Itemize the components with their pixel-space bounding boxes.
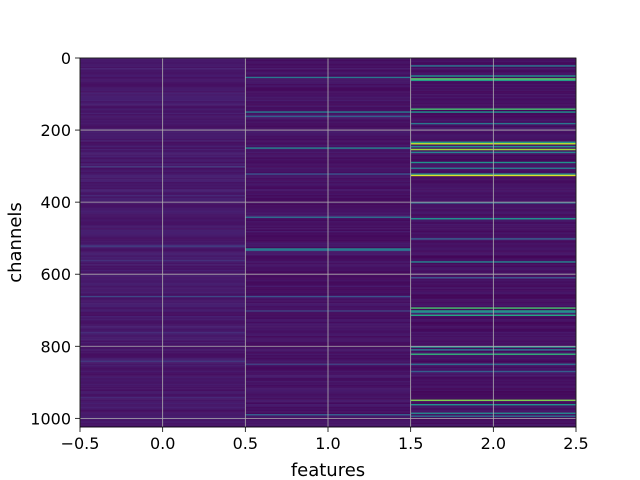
y-tick-label: 400 bbox=[40, 193, 71, 212]
y-tick-label: 0 bbox=[61, 49, 71, 68]
x-tick-label: 1.5 bbox=[398, 434, 423, 453]
y-axis-label: channels bbox=[5, 202, 26, 283]
x-tick-label: 0.5 bbox=[233, 434, 258, 453]
x-tick-label: 0.0 bbox=[150, 434, 175, 453]
plot-area bbox=[79, 57, 577, 428]
x-tick-label: 2.5 bbox=[563, 434, 588, 453]
x-axis-label: features bbox=[291, 460, 365, 480]
y-tick-label: 800 bbox=[40, 337, 71, 356]
y-tick-label: 200 bbox=[40, 121, 71, 140]
x-tick-label: −0.5 bbox=[61, 434, 100, 453]
y-axis-ticks: 0 200 400 600 800 1000 bbox=[30, 49, 80, 428]
y-tick-label: 600 bbox=[40, 265, 71, 284]
x-axis-ticks: −0.5 0.0 0.5 1.0 1.5 2.0 2.5 bbox=[61, 427, 589, 453]
x-tick-label: 1.0 bbox=[315, 434, 340, 453]
y-tick-label: 1000 bbox=[30, 409, 71, 428]
x-tick-label: 2.0 bbox=[481, 434, 506, 453]
